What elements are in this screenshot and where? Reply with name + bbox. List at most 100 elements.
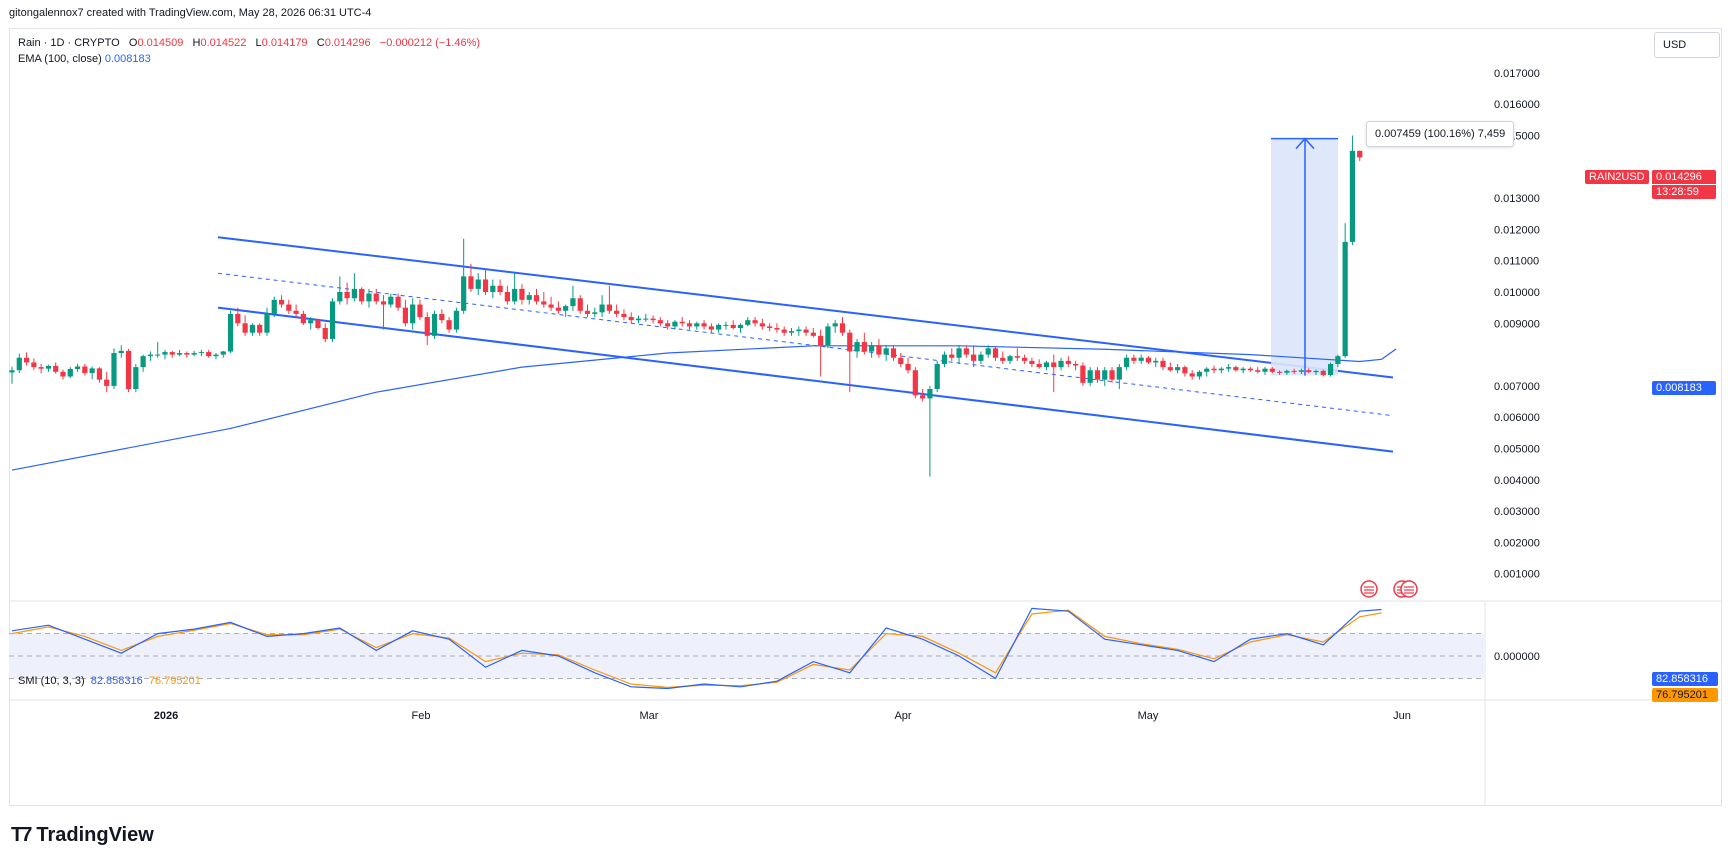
smi-line <box>11 607 1382 690</box>
candle <box>890 348 897 358</box>
candle <box>1189 373 1195 377</box>
candle <box>1182 367 1188 374</box>
candle <box>1022 357 1028 361</box>
candle <box>1080 365 1086 383</box>
candle <box>111 353 117 386</box>
candle <box>985 348 991 355</box>
candle <box>45 365 52 369</box>
candle <box>635 318 642 321</box>
candle <box>716 324 722 330</box>
candle <box>577 298 583 311</box>
candle <box>1029 360 1035 364</box>
candle <box>1065 360 1071 364</box>
price-tick: 0.017000 <box>1494 68 1540 80</box>
candle <box>1145 357 1152 363</box>
candle <box>23 357 30 363</box>
candle <box>796 329 802 332</box>
candle <box>475 279 481 289</box>
candle <box>1320 370 1326 375</box>
price-tick: 0.010000 <box>1494 287 1540 299</box>
candle <box>847 332 853 352</box>
candle <box>446 320 452 330</box>
event-flag-icon[interactable] <box>1360 580 1378 598</box>
candle <box>519 288 525 300</box>
candle <box>366 293 372 302</box>
time-tick: Mar <box>640 710 659 722</box>
candle <box>329 301 336 339</box>
candle <box>351 288 357 299</box>
candle <box>104 379 110 386</box>
candle <box>67 368 73 377</box>
price-tick: 0.006000 <box>1494 412 1540 424</box>
candle <box>818 335 824 346</box>
candle <box>235 313 241 324</box>
candle <box>1043 362 1050 368</box>
candle <box>803 329 809 333</box>
main-legend: Rain · 1D · CRYPTO O0.014509 H0.014522 L… <box>18 35 480 67</box>
candle <box>1306 370 1312 373</box>
ema-line <box>11 345 1397 471</box>
ohlc-legend: Rain · 1D · CRYPTO O0.014509 H0.014522 L… <box>18 35 480 51</box>
candle <box>220 351 226 355</box>
candle <box>774 327 780 330</box>
candle <box>563 306 569 311</box>
event-flag-icon[interactable] <box>1400 580 1418 598</box>
ema-label: EMA (100, close) <box>18 53 102 65</box>
candle <box>1313 370 1319 373</box>
candle <box>337 292 343 302</box>
measure-label: 0.007459 (100.16%) 7,459 <box>1366 121 1515 147</box>
candle <box>971 354 977 361</box>
candle <box>978 354 984 361</box>
low-value: 0.014179 <box>261 37 308 49</box>
candle <box>1124 357 1130 368</box>
candle <box>1284 370 1290 373</box>
price-tick: 0.012000 <box>1494 224 1540 236</box>
candle <box>344 292 350 299</box>
smi-value: 82.858316 <box>90 675 143 687</box>
ema-legend[interactable]: EMA (100, close) 0.008183 <box>18 51 480 67</box>
high-label: H <box>192 37 201 49</box>
candle <box>1000 357 1006 361</box>
candle <box>898 357 904 364</box>
candle <box>1014 356 1020 358</box>
channel-lower-line <box>217 306 1394 453</box>
candle <box>162 352 168 355</box>
tradingview-logo[interactable]: T7 TradingView <box>11 824 154 847</box>
candle <box>643 318 649 320</box>
candle <box>1138 357 1144 361</box>
candle <box>1094 370 1101 380</box>
candle <box>133 367 139 390</box>
candle <box>1218 368 1224 371</box>
candle <box>788 331 795 333</box>
candle <box>810 332 816 336</box>
candle <box>16 357 22 371</box>
candle <box>949 354 955 358</box>
candle <box>9 370 15 373</box>
price-tick: 0.009000 <box>1494 318 1540 330</box>
price-tick: 0.016000 <box>1494 99 1540 111</box>
candle <box>759 323 765 327</box>
price-tick: 0.001000 <box>1494 569 1540 581</box>
candle <box>1160 360 1166 368</box>
candle <box>286 304 292 311</box>
candle <box>1175 367 1181 371</box>
candle <box>206 352 212 357</box>
candle <box>694 323 700 327</box>
candle <box>1007 356 1013 361</box>
candle <box>963 348 969 355</box>
candle <box>1102 370 1108 380</box>
high-value: 0.014522 <box>200 37 247 49</box>
candle <box>512 288 518 302</box>
candle <box>322 327 328 339</box>
candle <box>439 313 445 321</box>
candle <box>1357 150 1363 158</box>
candle <box>752 320 758 324</box>
symbol-label[interactable]: Rain · 1D · CRYPTO <box>18 37 120 49</box>
currency-selector[interactable]: USD <box>1654 32 1720 58</box>
candle <box>380 301 387 305</box>
smi-legend[interactable]: SMI (10, 3, 3) 82.858316 76.795201 <box>18 675 201 687</box>
price-tick: 0.003000 <box>1494 506 1540 518</box>
candle <box>198 352 205 354</box>
candle <box>300 313 306 324</box>
